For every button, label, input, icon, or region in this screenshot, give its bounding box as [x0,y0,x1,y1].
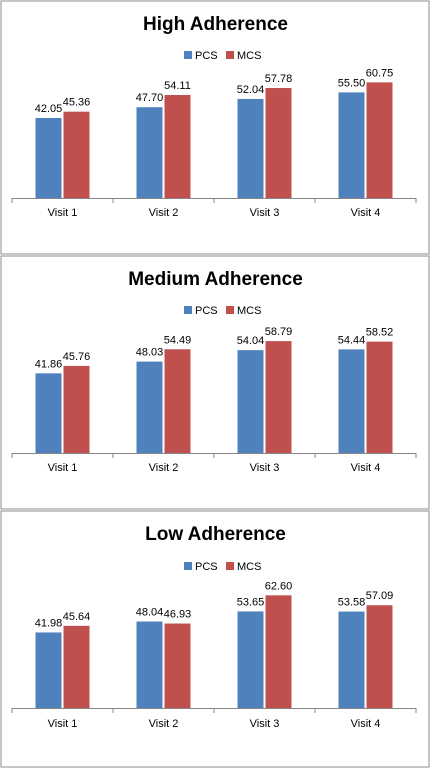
bar-mcs [164,95,191,198]
x-tick-label: Visit 2 [149,462,179,474]
x-tick-label: Visit 2 [149,207,179,219]
data-label-pcs: 47.70 [136,92,164,104]
legend-label-pcs: PCS [195,305,218,317]
x-tick-label: Visit 4 [351,462,381,474]
bar-mcs [265,595,292,708]
bar-pcs [237,98,264,198]
data-label-pcs: 54.44 [338,334,366,346]
bar-pcs [136,107,163,198]
x-tick-label: Visit 1 [48,207,78,219]
legend-swatch-pcs [184,51,192,59]
data-label-pcs: 53.58 [338,597,366,609]
chart-title: Low Adherence [145,524,286,545]
data-label-mcs: 57.09 [366,590,394,602]
legend-label-pcs: PCS [195,50,218,62]
x-tick-label: Visit 2 [149,718,179,730]
bar-pcs [136,621,163,708]
bar-pcs [136,361,163,453]
x-tick-label: Visit 4 [351,718,381,730]
data-label-mcs: 45.36 [63,97,91,109]
data-label-pcs: 53.65 [237,596,265,608]
bar-pcs [35,373,62,453]
x-tick-label: Visit 4 [351,207,381,219]
data-label-mcs: 57.78 [265,73,293,85]
data-label-mcs: 54.11 [164,80,191,92]
bar-pcs [35,632,62,708]
bar-pcs [338,92,365,198]
data-label-pcs: 52.04 [237,84,265,96]
bar-mcs [366,605,393,708]
data-label-pcs: 55.50 [338,77,366,89]
legend-swatch-mcs [226,306,234,314]
bar-mcs [164,623,191,708]
bar-pcs [237,611,264,708]
data-label-pcs: 48.04 [136,607,164,619]
bar-mcs [63,365,90,453]
bar-mcs [265,88,292,198]
legend-swatch-pcs [184,306,192,314]
legend-label-mcs: MCS [237,50,261,62]
x-tick-label: Visit 3 [250,207,280,219]
chart-title: High Adherence [143,14,288,35]
legend-swatch-pcs [184,562,192,570]
bar-mcs [63,111,90,198]
bar-pcs [338,611,365,708]
bar-mcs [63,625,90,708]
bar-pcs [237,350,264,453]
data-label-mcs: 54.49 [164,334,192,346]
bar-pcs [338,349,365,453]
data-label-mcs: 58.79 [265,326,293,338]
legend-label-pcs: PCS [195,561,218,573]
data-label-pcs: 54.04 [237,335,265,347]
data-label-pcs: 41.86 [35,358,63,370]
bar-mcs [366,82,393,198]
legend-swatch-mcs [226,562,234,570]
legend-label-mcs: MCS [237,305,261,317]
legend-label-mcs: MCS [237,561,261,573]
x-tick-label: Visit 3 [250,718,280,730]
bar-mcs [265,341,292,453]
data-label-mcs: 45.64 [63,611,91,623]
bar-mcs [164,349,191,453]
chart-title: Medium Adherence [128,269,303,290]
data-label-mcs: 45.76 [63,351,91,363]
data-label-mcs: 58.52 [366,327,394,339]
bar-pcs [35,117,62,198]
data-label-mcs: 46.93 [164,609,192,621]
data-label-pcs: 42.05 [35,103,63,115]
data-label-pcs: 41.98 [35,617,63,629]
x-tick-label: Visit 3 [250,462,280,474]
x-tick-label: Visit 1 [48,718,78,730]
legend-swatch-mcs [226,51,234,59]
data-label-mcs: 62.60 [265,580,293,592]
data-label-mcs: 60.75 [366,67,394,79]
bar-mcs [366,341,393,453]
data-label-pcs: 48.03 [136,347,164,359]
x-tick-label: Visit 1 [48,462,78,474]
